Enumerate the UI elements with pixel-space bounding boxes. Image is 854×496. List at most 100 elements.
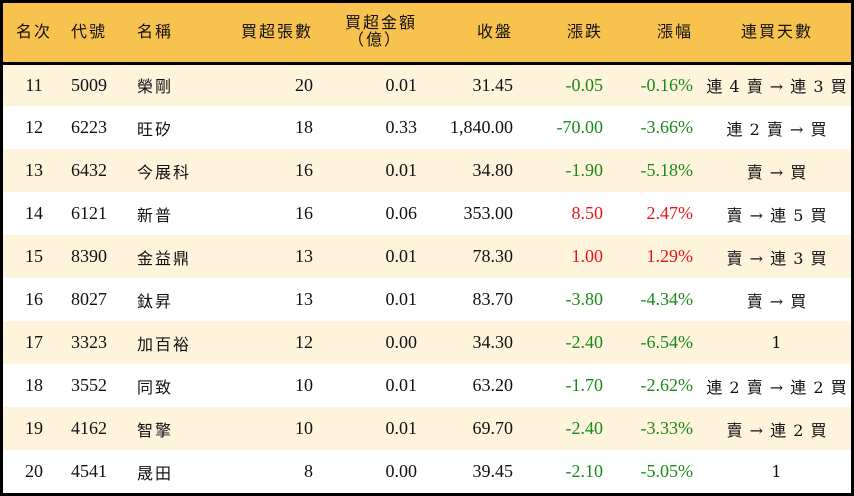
- cell-net-buy-lots: 10: [295, 418, 313, 438]
- header-net-buy-amount-line2: （億）: [347, 30, 402, 50]
- cell-consecutive-days: 賣 → 連 3 買: [726, 248, 828, 268]
- cell-rank: 13: [25, 160, 43, 180]
- cell-name: 旺矽: [137, 119, 174, 139]
- cell-rank: 14: [25, 203, 43, 223]
- cell-code: 4162: [71, 418, 107, 438]
- cell-name: 晟田: [137, 463, 174, 483]
- cell-name: 新普: [137, 205, 174, 225]
- header-change: 漲跌: [523, 3, 613, 65]
- cell-change: 8.50: [571, 203, 604, 223]
- cell-name: 加百裕: [137, 334, 192, 354]
- header-rank: 名次: [3, 3, 65, 65]
- cell-close: 1,840.00: [450, 117, 513, 137]
- cell-change-pct: -2.62%: [640, 375, 694, 395]
- cell-change: 1.00: [571, 246, 604, 266]
- header-net-buy-amount-line1: 買超金額: [344, 13, 417, 33]
- cell-net-buy-lots: 16: [295, 203, 313, 223]
- cell-change-pct: -0.16%: [640, 74, 694, 95]
- header-consecutive-days: 連買天數: [703, 3, 851, 65]
- cell-change-pct: -5.18%: [640, 160, 694, 180]
- cell-net-buy-amount: 0.01: [385, 375, 418, 395]
- cell-name: 智擎: [137, 420, 174, 440]
- cell-change-pct: -3.66%: [640, 117, 694, 137]
- cell-rank: 20: [25, 461, 43, 481]
- cell-net-buy-lots: 13: [295, 289, 313, 309]
- cell-code: 6432: [71, 160, 107, 180]
- cell-net-buy-amount: 0.06: [385, 203, 418, 223]
- cell-change: -2.40: [565, 418, 604, 438]
- cell-consecutive-days: 賣 → 連 2 買: [726, 420, 828, 440]
- cell-consecutive-days: 1: [771, 462, 783, 481]
- cell-net-buy-amount: 0.33: [385, 117, 418, 137]
- cell-consecutive-days: 連 2 賣 → 買: [726, 119, 828, 139]
- cell-net-buy-lots: 10: [295, 375, 313, 395]
- cell-code: 3552: [71, 375, 107, 395]
- cell-change-pct: -6.54%: [640, 332, 694, 352]
- cell-net-buy-amount: 0.01: [385, 160, 418, 180]
- cell-change: -70.00: [556, 117, 604, 137]
- header-net-buy-lots: 買超張數: [215, 3, 323, 65]
- cell-change: -1.90: [565, 160, 604, 180]
- table-row: 15 8390 金益鼎 13 0.01 78.30 1.00 1.29% 賣 →…: [3, 235, 851, 278]
- cell-consecutive-days: 賣 → 買: [746, 291, 808, 311]
- cell-net-buy-lots: 12: [295, 332, 313, 352]
- cell-net-buy-amount: 0.01: [385, 418, 418, 438]
- cell-close: 31.45: [472, 74, 514, 95]
- cell-close: 78.30: [472, 246, 514, 266]
- table-row: 16 8027 鈦昇 13 0.01 83.70 -3.80 -4.34% 賣 …: [3, 278, 851, 321]
- cell-net-buy-amount: 0.01: [385, 74, 418, 95]
- cell-consecutive-days: 賣 → 連 5 買: [726, 205, 828, 225]
- cell-change-pct: 2.47%: [646, 203, 694, 223]
- net-buy-ranking-table: 名次 代號 名稱 買超張數 買超金額 （億） 收盤 漲跌 漲幅 連買天數 11 …: [3, 3, 851, 493]
- cell-close: 83.70: [472, 289, 514, 309]
- cell-code: 8027: [71, 289, 107, 309]
- cell-net-buy-lots: 16: [295, 160, 313, 180]
- cell-consecutive-days: 連 4 賣 → 連 3 買: [706, 77, 848, 97]
- table-row: 20 4541 晟田 8 0.00 39.45 -2.10 -5.05% 1: [3, 450, 851, 493]
- cell-code: 3323: [71, 332, 107, 352]
- cell-name: 今展科: [137, 162, 192, 182]
- cell-consecutive-days: 賣 → 買: [746, 162, 808, 182]
- cell-code: 4541: [71, 461, 107, 481]
- cell-net-buy-amount: 0.00: [385, 461, 418, 481]
- header-name: 名稱: [131, 3, 215, 65]
- cell-change-pct: 1.29%: [646, 246, 694, 266]
- cell-change: -1.70: [565, 375, 604, 395]
- cell-change: -2.10: [565, 461, 604, 481]
- cell-net-buy-amount: 0.01: [385, 289, 418, 309]
- cell-code: 6121: [71, 203, 107, 223]
- table-row: 12 6223 旺矽 18 0.33 1,840.00 -70.00 -3.66…: [3, 106, 851, 149]
- cell-rank: 19: [25, 418, 43, 438]
- cell-code: 8390: [71, 246, 107, 266]
- cell-net-buy-lots: 20: [295, 74, 313, 95]
- cell-net-buy-lots: 8: [304, 461, 313, 481]
- table-row: 14 6121 新普 16 0.06 353.00 8.50 2.47% 賣 →…: [3, 192, 851, 235]
- cell-rank: 11: [25, 74, 43, 95]
- cell-name: 金益鼎: [137, 248, 192, 268]
- cell-change: -0.05: [565, 74, 604, 95]
- cell-close: 39.45: [472, 461, 514, 481]
- cell-net-buy-lots: 18: [295, 117, 313, 137]
- cell-rank: 18: [25, 375, 43, 395]
- cell-close: 353.00: [463, 203, 514, 223]
- cell-change-pct: -4.34%: [640, 289, 694, 309]
- cell-change: -2.40: [565, 332, 604, 352]
- cell-net-buy-lots: 13: [295, 246, 313, 266]
- cell-change: -3.80: [565, 289, 604, 309]
- cell-name: 同致: [137, 377, 174, 397]
- cell-rank: 15: [25, 246, 43, 266]
- cell-consecutive-days: 1: [771, 333, 783, 352]
- cell-close: 69.70: [472, 418, 514, 438]
- table-row: 11 5009 榮剛 20 0.01 31.45 -0.05 -0.16% 連 …: [3, 63, 851, 106]
- cell-close: 34.80: [472, 160, 514, 180]
- cell-net-buy-amount: 0.00: [385, 332, 418, 352]
- cell-close: 63.20: [472, 375, 514, 395]
- table-row: 17 3323 加百裕 12 0.00 34.30 -2.40 -6.54% 1: [3, 321, 851, 364]
- cell-change-pct: -5.05%: [640, 461, 694, 481]
- header-net-buy-amount: 買超金額 （億）: [323, 3, 427, 65]
- cell-code: 5009: [71, 74, 107, 95]
- cell-rank: 12: [25, 117, 43, 137]
- cell-name: 鈦昇: [137, 291, 174, 311]
- table-header-row: 名次 代號 名稱 買超張數 買超金額 （億） 收盤 漲跌 漲幅 連買天數: [3, 3, 851, 65]
